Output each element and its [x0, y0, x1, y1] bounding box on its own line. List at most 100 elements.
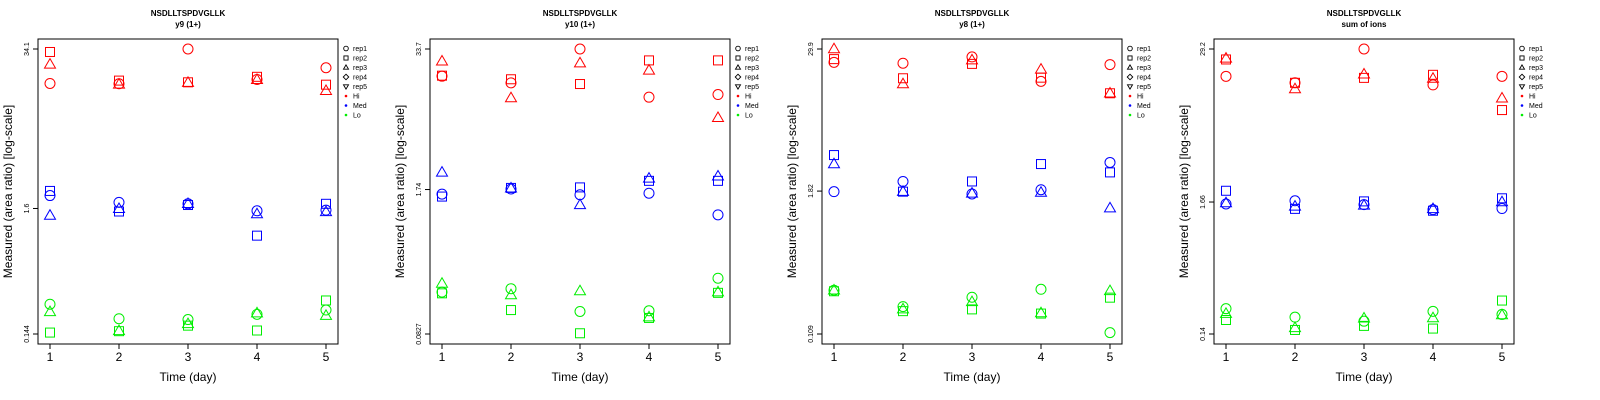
legend-label: Lo [353, 113, 361, 120]
data-point [182, 43, 194, 55]
data-point [436, 188, 448, 200]
legend-color-dot [736, 94, 740, 98]
data-point [1036, 308, 1046, 319]
legend-marker [735, 55, 741, 61]
data-point [1220, 70, 1232, 82]
x-tick-label: 3 [969, 350, 976, 364]
data-point [1288, 321, 1302, 333]
data-point [642, 310, 656, 322]
data-point [504, 91, 518, 103]
data-point [114, 326, 124, 337]
data-point [1495, 195, 1509, 207]
legend-label: rep5 [745, 84, 759, 91]
data-point [896, 302, 910, 314]
legend-marker [342, 73, 350, 81]
data-point [1103, 86, 1117, 98]
data-point [574, 43, 586, 55]
legend-label: rep5 [1529, 84, 1543, 91]
x-tick-label: 1 [439, 350, 446, 364]
legend-label: Med [745, 103, 759, 110]
data-point [435, 54, 449, 66]
data-point [644, 55, 654, 66]
y-axis-label: Measured (area ratio) [log-scale] [393, 105, 407, 278]
y-axis-label: Measured (area ratio) [log-scale] [785, 105, 799, 278]
legend-label: rep1 [1137, 46, 1151, 53]
legend-label: rep2 [1529, 56, 1543, 63]
data-point [828, 186, 840, 198]
x-tick-label: 5 [715, 350, 722, 364]
legend-label: Med [353, 103, 367, 110]
legend-label: rep5 [353, 84, 367, 91]
data-point [898, 73, 908, 84]
data-point [1288, 82, 1302, 94]
y-tick-label: 1.66 [1200, 195, 1207, 209]
data-point [45, 185, 55, 196]
data-point [966, 188, 978, 200]
data-point [1104, 327, 1116, 339]
data-point [827, 283, 841, 295]
data-point [1036, 159, 1046, 170]
legend-label: Lo [1529, 113, 1537, 120]
x-axis-label: Time (day) [160, 370, 217, 384]
data-point [643, 91, 655, 103]
data-point [573, 284, 587, 296]
legend-marker [1518, 63, 1526, 70]
data-point [1496, 203, 1508, 215]
data-point [1105, 292, 1115, 303]
legend-color-dot [1520, 113, 1524, 117]
data-point [44, 77, 56, 89]
data-point [181, 75, 195, 87]
legend-color-dot [736, 104, 740, 107]
data-point [897, 57, 909, 69]
legend-label: rep3 [1137, 65, 1151, 72]
chart-title: NSDLLTSPDVGLLK [151, 9, 226, 18]
legend-label: Lo [1137, 113, 1145, 120]
data-point [713, 55, 723, 66]
data-point [504, 181, 518, 193]
data-point [43, 305, 57, 317]
data-point [1289, 195, 1301, 207]
data-point [1220, 198, 1232, 210]
data-point [1290, 77, 1300, 88]
y-tick-label: 0.0827 [416, 323, 423, 345]
data-point [829, 150, 839, 161]
data-point [573, 56, 587, 68]
y-tick-label: 1.74 [416, 183, 423, 197]
legend-label: Hi [1137, 94, 1144, 101]
legend-marker [734, 84, 742, 91]
data-point [320, 62, 332, 74]
data-point [321, 79, 331, 90]
data-point [1219, 196, 1233, 208]
legend-marker [1126, 73, 1134, 81]
data-point [183, 320, 193, 331]
data-point [1357, 67, 1371, 79]
data-point [1103, 284, 1117, 296]
legend-marker [1126, 63, 1134, 70]
data-point [712, 89, 724, 101]
legend-marker [1518, 84, 1526, 91]
data-point [1035, 283, 1047, 295]
y-tick-label: 0.109 [808, 325, 815, 343]
data-point [251, 308, 263, 320]
data-point [1221, 54, 1231, 65]
x-tick-label: 2 [1292, 350, 1299, 364]
data-point [1289, 311, 1301, 323]
data-point [1428, 69, 1438, 80]
legend-marker [343, 55, 349, 61]
data-point [713, 287, 723, 298]
data-point [1427, 79, 1439, 91]
legend-marker [735, 45, 741, 52]
legend-label: rep2 [1137, 56, 1151, 63]
data-point [1034, 306, 1048, 318]
legend-label: rep1 [745, 46, 759, 53]
legend-label: rep3 [1529, 65, 1543, 72]
y-tick-label: 1.82 [808, 184, 815, 198]
data-point [898, 186, 908, 197]
y-tick-label: 1.6 [24, 204, 31, 214]
data-point [437, 288, 447, 299]
data-point [45, 46, 55, 57]
data-point [1103, 201, 1117, 213]
legend-label: rep4 [745, 75, 759, 82]
legend-label: Med [1137, 103, 1151, 110]
legend-label: rep4 [1137, 75, 1151, 82]
